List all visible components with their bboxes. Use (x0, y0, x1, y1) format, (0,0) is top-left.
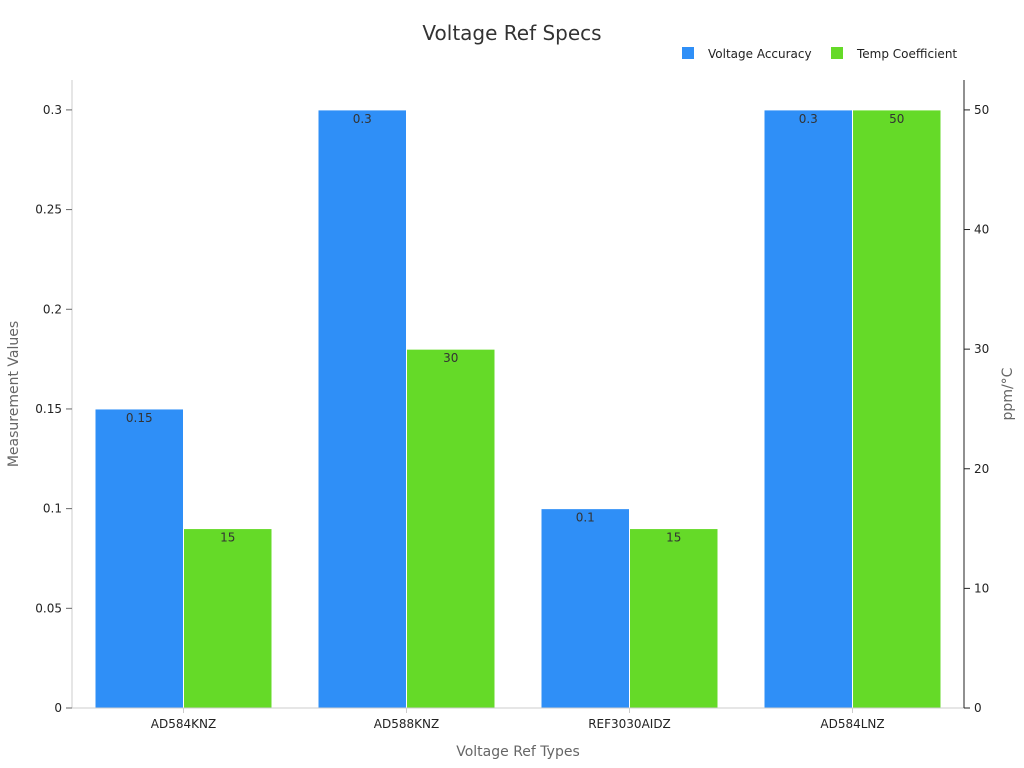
legend-swatch-voltage-accuracy (682, 47, 694, 59)
bar-voltage-accuracy-1 (94, 408, 184, 709)
y-tick-label: 0 (54, 701, 62, 715)
bar-voltage-accuracy-3 (540, 508, 630, 709)
data-label-temp-coefficient-2: 30 (443, 351, 458, 365)
y-tick-label: 0.25 (35, 203, 62, 217)
y-tick-label: 0.2 (43, 302, 62, 316)
x-axis-title: Voltage Ref Types (456, 744, 580, 760)
x-tick-label: AD584LNZ (820, 717, 884, 731)
y2-tick-label: 50 (974, 103, 989, 117)
y2-tick-label: 0 (974, 701, 982, 715)
chart-title: Voltage Ref Specs (422, 21, 601, 45)
bar-temp-coefficient-4 (852, 109, 942, 709)
legend: Voltage Accuracy Temp Coefficient (682, 47, 957, 61)
y-tick-label: 0.1 (43, 502, 62, 516)
data-label-temp-coefficient-3: 15 (666, 531, 681, 545)
legend-label-voltage-accuracy: Voltage Accuracy (708, 47, 812, 61)
bars-layer: 0.15 15 0.3 30 0.1 15 0.3 50 (94, 109, 942, 709)
bar-temp-coefficient-2 (406, 348, 496, 709)
bar-temp-coefficient-3 (629, 528, 719, 709)
y2-tick-label: 30 (974, 342, 989, 356)
y-axis-title: Measurement Values (6, 321, 22, 467)
bar-temp-coefficient-1 (183, 528, 273, 709)
y-tick-label: 0.05 (35, 601, 62, 615)
data-label-voltage-accuracy-3: 0.1 (576, 511, 595, 525)
legend-swatch-temp-coefficient (831, 47, 843, 59)
bar-voltage-accuracy-2 (317, 109, 407, 709)
legend-label-temp-coefficient: Temp Coefficient (856, 47, 957, 61)
y2-tick-label: 40 (974, 223, 989, 237)
y2-tick-label: 20 (974, 462, 989, 476)
y2-axis-title: ppm/°C (1000, 367, 1016, 420)
bar-voltage-accuracy-4 (763, 109, 853, 709)
y-tick-label: 0.15 (35, 402, 62, 416)
x-tick-label: AD584KNZ (151, 717, 216, 731)
x-tick-label: AD588KNZ (374, 717, 439, 731)
axes-layer: 0 0.05 0.1 0.15 0.2 0.25 0.3 0 10 20 30 40 50 AD584KN… (35, 80, 989, 731)
data-label-temp-coefficient-4: 50 (889, 112, 904, 126)
data-label-voltage-accuracy-1: 0.15 (126, 411, 153, 425)
y-tick-label: 0.3 (43, 103, 62, 117)
y2-tick-label: 10 (974, 581, 989, 595)
data-label-voltage-accuracy-2: 0.3 (353, 112, 372, 126)
x-tick-label: REF3030AIDZ (588, 717, 671, 731)
data-label-temp-coefficient-1: 15 (220, 531, 235, 545)
data-label-voltage-accuracy-4: 0.3 (799, 112, 818, 126)
